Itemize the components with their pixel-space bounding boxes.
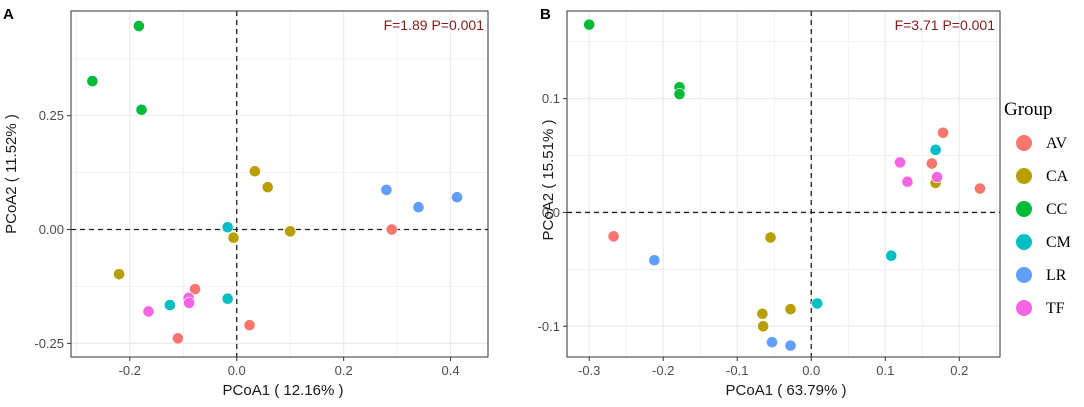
panel-b-frame	[566, 10, 1001, 358]
panel-b-point-av	[974, 182, 986, 195]
panel-a-point-av	[189, 283, 201, 296]
legend-cc-marker	[1016, 201, 1032, 217]
panel-a-point-ca	[113, 268, 126, 281]
panel-b-y-tick-label: -0.1	[538, 319, 560, 334]
panel-b-point-ca	[764, 231, 777, 244]
panel-b-ticks: -0.3 -0.2 -0.1 0.0 0.1 0.2 -0.1 0.0 0.1	[538, 91, 969, 378]
panel-b-point-lr	[766, 336, 778, 349]
legend-cm-label: CM	[1046, 234, 1071, 251]
panel-a-point-cc	[86, 75, 99, 88]
legend-ca-label: CA	[1046, 168, 1069, 185]
panel-b-stat-annotation: F=3.71 P=0.001	[895, 17, 996, 33]
panel-a-x-tick-label: 0.0	[228, 363, 246, 378]
panel-b-point-cm	[885, 249, 898, 262]
panel-b-point-cc	[583, 18, 596, 31]
panel-b-x-tick-label: 0.2	[950, 363, 968, 378]
panel-a-y-tick-label: 0.00	[39, 222, 64, 237]
panel-a-point-tf	[142, 305, 155, 318]
panel-b-x-tick-label: -0.2	[652, 363, 674, 378]
legend-tf-marker	[1016, 300, 1032, 316]
panel-a-point-ca	[249, 165, 261, 178]
panel-a-x-tick-label: 0.2	[335, 363, 353, 378]
legend-ca-marker	[1016, 168, 1032, 184]
panel-a-x-axis-title: PCoA1 ( 12.16% )	[223, 382, 344, 399]
panel-a-point-ca	[227, 231, 240, 244]
panel-a-point-ca	[261, 181, 274, 194]
panel-b-point-av	[937, 126, 949, 139]
panel-a-point-cc	[135, 103, 148, 116]
panel-b-label: B	[540, 6, 551, 23]
panel-a-point-ca	[284, 225, 297, 238]
panel-a-grid	[71, 11, 488, 357]
panel-a-point-cm	[164, 299, 176, 311]
panel-a-point-tf	[183, 296, 196, 309]
panel-b-point-lr	[784, 339, 797, 352]
legend-av-marker	[1016, 135, 1032, 151]
panel-b-point-ca	[756, 307, 769, 320]
panel-b-y-axis-title: PCoA2 ( 15.51% )	[540, 120, 557, 241]
panel-a-y-tick-label: 0.25	[39, 108, 64, 123]
panel-a-points	[86, 20, 463, 345]
panel-a-reference-lines	[71, 11, 488, 357]
panel-b-y-tick-label: 0.0	[542, 205, 560, 220]
panel-b-point-cc	[673, 88, 686, 100]
panel-b-point-tf	[894, 156, 906, 169]
panel-a-x-tick-label: 0.4	[442, 363, 460, 378]
panel-b-x-tick-label: 0.1	[876, 363, 894, 378]
legend-items: AV CA CC CM LR TF	[1016, 135, 1071, 317]
panel-b-points	[583, 18, 986, 352]
panel-a-point-cc	[132, 20, 145, 32]
panel-a-x-tick-label: -0.2	[119, 363, 141, 378]
panel-a-point-lr	[412, 201, 425, 214]
legend-title: Group	[1004, 99, 1053, 120]
panel-a-point-av	[172, 332, 184, 345]
panel-b-point-tf	[931, 171, 943, 184]
panel-b-point-tf	[901, 175, 914, 188]
panel-b-point-av	[926, 157, 938, 170]
panel-b-point-ca	[784, 303, 797, 316]
panel-a-y-axis-title: PCoA2 ( 11.52% )	[3, 114, 20, 234]
panel-b-point-av	[607, 230, 620, 243]
panel-b-point-ca	[757, 320, 770, 333]
panel-b-x-tick-label: -0.3	[578, 363, 600, 378]
panel-a-point-av	[243, 319, 256, 332]
panel-b-y-tick-label: 0.1	[542, 91, 560, 106]
panel-b-point-lr	[648, 254, 661, 267]
panel-b-x-tick-label: -0.1	[726, 363, 748, 378]
legend-tf-label: TF	[1046, 300, 1065, 317]
panel-b-x-tick-label: 0.0	[802, 363, 820, 378]
panel-a-stat-annotation: F=1.89 P=0.001	[384, 17, 485, 33]
legend: Group AV CA CC CM LR TF	[1004, 99, 1071, 317]
panel-a-point-cm	[221, 221, 234, 234]
panel-b-reference-lines	[567, 11, 1000, 357]
panel-a-point-lr	[380, 184, 393, 196]
panel-a-point-cm	[221, 292, 234, 305]
panel-b-point-cm	[929, 143, 942, 156]
panel-a-label: A	[3, 6, 14, 23]
panel-a: A -0.2 0.0 0.2 0.4 -0.25 0.00 0.25 F=1.89 P=0.…	[3, 6, 489, 399]
panel-a-frame	[70, 10, 489, 358]
panel-a-ticks: -0.2 0.0 0.2 0.4 -0.25 0.00 0.25	[34, 108, 459, 378]
panel-b-x-axis-title: PCoA1 ( 63.79% )	[726, 382, 847, 399]
legend-lr-label: LR	[1046, 267, 1067, 284]
legend-cm-marker	[1016, 234, 1032, 250]
legend-lr-marker	[1016, 267, 1032, 283]
legend-av-label: AV	[1046, 135, 1067, 152]
panel-a-y-tick-label: -0.25	[34, 336, 64, 351]
panel-a-point-lr	[451, 191, 463, 204]
panel-a-point-av	[385, 223, 398, 236]
legend-cc-label: CC	[1046, 201, 1067, 218]
panel-b-point-cm	[811, 297, 824, 310]
panel-b: B -0.3 -0.2 -0.1 0.0 0.1 0.2 -0.1 0.0 0.1 F=3.71…	[538, 6, 1001, 399]
